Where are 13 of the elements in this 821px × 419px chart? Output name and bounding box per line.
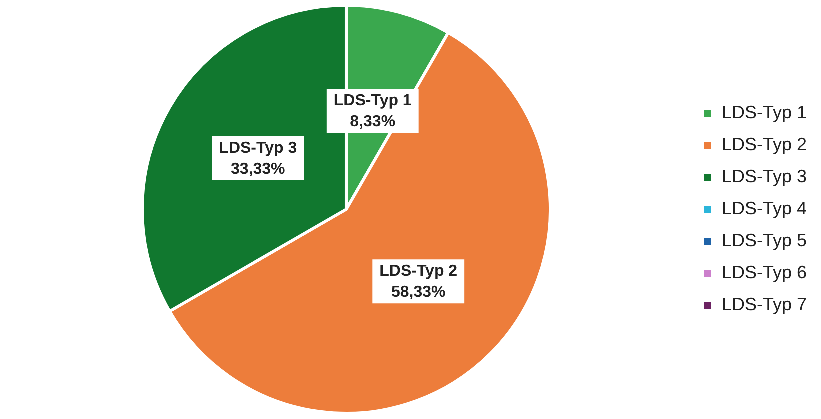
slice-label: LDS-Typ 3 [219, 140, 298, 157]
data-label: 58,33% [391, 284, 446, 302]
legend-label: LDS-Typ 4 [722, 198, 808, 218]
slice-label: LDS-Typ 2 [380, 263, 458, 280]
data-label: 33,33% [231, 160, 286, 178]
legend-label: LDS-Typ 6 [722, 262, 808, 282]
legend-label: LDS-Typ 7 [722, 294, 808, 314]
legend-label: LDS-Typ 3 [722, 166, 808, 186]
legend-label: LDS-Typ 1 [722, 102, 808, 122]
data-label: 8,33% [350, 113, 396, 130]
slice-label: LDS-Typ 1 [334, 92, 412, 110]
legend-label: LDS-Typ 5 [722, 230, 808, 250]
legend-label: LDS-Typ 2 [722, 134, 808, 154]
